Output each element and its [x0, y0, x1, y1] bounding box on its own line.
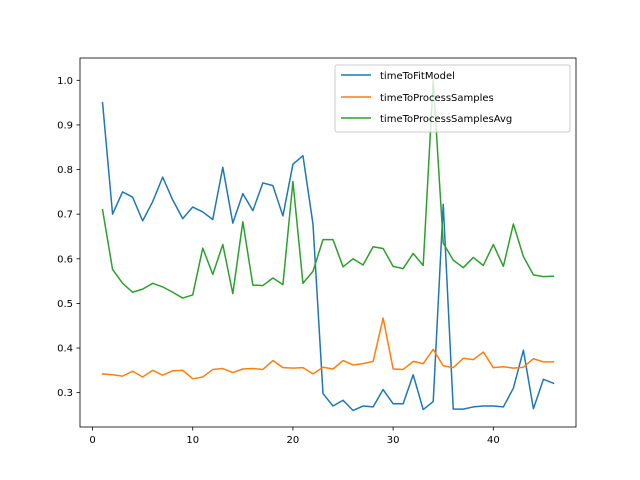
x-tick-label: 40	[487, 435, 500, 446]
series-line-timeToProcessSamples	[101, 317, 555, 380]
y-tick-label: 0.9	[57, 120, 73, 131]
series-layer	[101, 79, 555, 412]
y-tick-label: 0.6	[57, 254, 73, 265]
x-tick-label: 10	[186, 435, 199, 446]
legend-box	[334, 64, 571, 133]
y-tick-label: 0.8	[57, 165, 73, 176]
y-tick-label: 0.3	[57, 388, 73, 399]
y-tick-label: 0.4	[57, 344, 73, 355]
x-tick-label: 30	[387, 435, 400, 446]
series-line-timeToProcessSamplesAvg	[101, 79, 555, 299]
plot-area-frame	[79, 57, 577, 428]
x-tick-label: 20	[287, 435, 300, 446]
y-tick-label: 0.5	[57, 299, 73, 310]
legend-label-timeToProcessSamples: timeToProcessSamples	[380, 93, 494, 104]
legend-label-timeToProcessSamplesAvg: timeToProcessSamplesAvg	[380, 114, 512, 125]
x-tick-label: 0	[89, 435, 95, 446]
series-line-timeToFitModel	[101, 101, 555, 412]
y-tick-label: 0.7	[57, 210, 73, 221]
x-axis: 0 10 20 30 40	[89, 427, 500, 446]
y-axis: 0.3 0.4 0.5 0.6 0.7 0.8 0.9 1.0	[57, 76, 80, 399]
y-tick-label: 1.0	[57, 76, 73, 87]
legend: timeToFitModel timeToProcessSamples time…	[334, 64, 571, 133]
legend-label-timeToFitModel: timeToFitModel	[380, 71, 455, 82]
